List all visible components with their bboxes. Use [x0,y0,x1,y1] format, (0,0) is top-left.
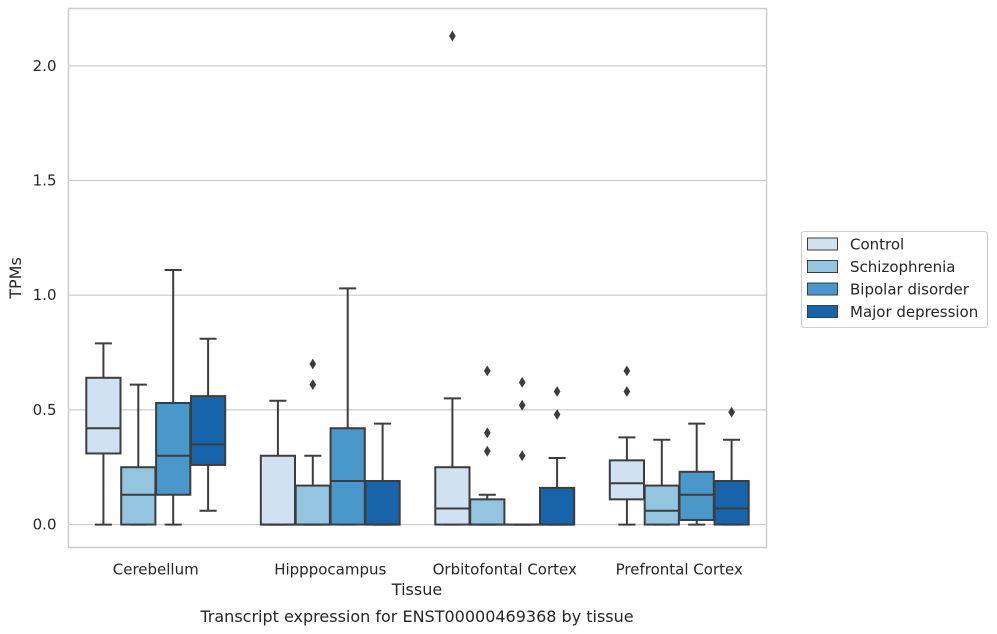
box-2-0 [434,30,471,526]
box-body [643,484,680,526]
box-1-3 [364,422,401,526]
box-body [294,484,331,526]
legend-label: Bipolar disorder [850,281,970,299]
box-body [608,459,646,501]
box-body [189,395,227,466]
x-tick-label: Hipppocampus [274,561,386,579]
box-0-0 [85,342,122,526]
outlier-point [483,427,491,439]
y-tick-label: 0.0 [33,516,57,534]
x-axis-label: Tissue [391,580,442,599]
outlier-point [728,406,735,418]
legend-label: Control [850,236,904,254]
outlier-point [518,450,526,462]
outlier-point [449,30,456,42]
outlier-point [483,365,491,377]
box-body [364,479,401,526]
legend: Control Schizophrenia Bipolar disorder Majo… [801,231,988,328]
x-axis-ticks: Cerebellum Hipppocampus Orbitofontal Corte… [113,561,743,579]
plot-frame [67,7,768,549]
box-body [120,466,157,526]
outlier-point [623,386,631,397]
legend-swatch [807,305,838,318]
box-body [538,486,576,526]
box-body [678,470,715,521]
legend-label: Schizophrenia [850,258,955,276]
box-body [155,402,192,496]
box-1-2 [329,287,366,526]
box-0-2 [155,268,192,526]
legend-label: Major depression [850,303,978,321]
box-2-3 [538,386,576,526]
box-body [434,466,471,526]
box-body [329,427,366,526]
box-2-2 [504,376,541,526]
box-body [713,479,750,526]
legend-swatch [807,260,838,273]
box-3-3 [713,406,750,526]
outlier-point [518,399,526,411]
legend-frame [801,231,988,328]
y-tick-label: 2.0 [33,57,57,75]
box-body [259,454,297,526]
outlier-point [518,376,526,388]
x-tick-label: Prefrontal Cortex [616,561,743,579]
outlier-point [309,379,317,391]
box-2-1 [469,365,506,526]
box-0-1 [120,383,157,526]
x-tick-label: Orbitofontal Cortex [433,561,577,579]
y-axis-ticks: 0.0 0.5 1.0 1.5 2.0 [33,57,57,534]
box-plot-series [85,30,750,526]
legend-swatch [807,237,838,251]
box-body [469,498,506,526]
outlier-point [553,409,561,420]
legend-swatch [807,282,838,296]
box-3-2 [678,422,715,526]
outlier-point [623,365,631,377]
y-tick-label: 1.0 [33,286,57,304]
box-1-1 [294,358,331,526]
y-axis-label: TPMs [6,257,25,300]
chart-caption: Transcript expression for ENST0000046936… [199,607,633,626]
box-3-1 [643,438,680,526]
y-tick-label: 1.5 [33,172,57,190]
box-0-3 [189,337,227,512]
legend-entries: Control Schizophrenia Bipolar disorder Majo… [807,236,978,321]
box-body [85,376,122,455]
box-3-0 [608,365,646,526]
outlier-point [309,358,317,370]
box-1-0 [259,399,297,526]
outlier-point [553,386,561,397]
outlier-point [483,445,491,457]
x-tick-label: Cerebellum [113,561,199,579]
y-tick-label: 0.5 [33,401,57,419]
